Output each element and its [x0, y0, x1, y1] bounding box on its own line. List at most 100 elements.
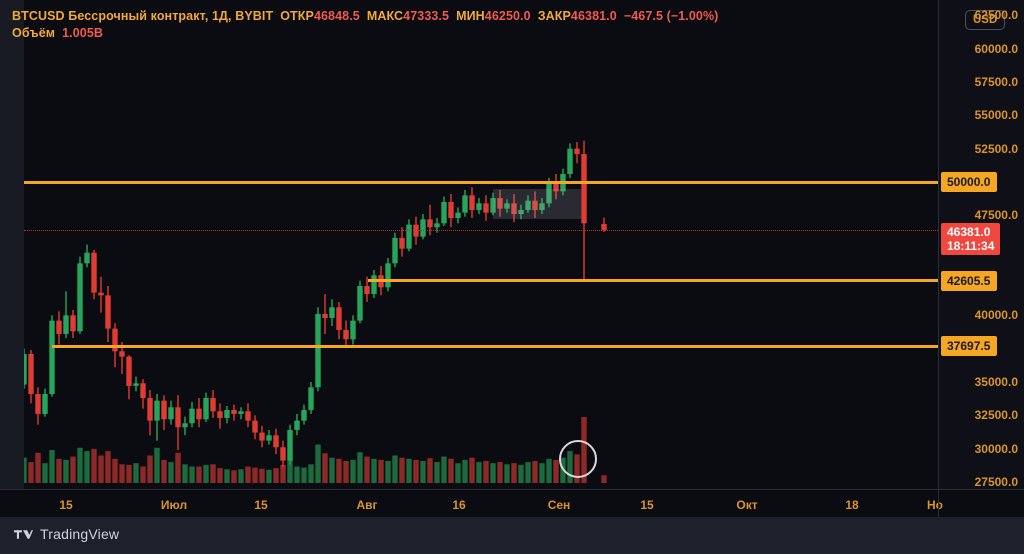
candle-body: [434, 223, 440, 228]
rectangle-annotation[interactable]: [493, 189, 581, 219]
volume-bar: [175, 452, 181, 483]
volume-bar: [140, 466, 146, 483]
volume-bar: [133, 463, 139, 483]
volume-bar: [189, 466, 195, 483]
volume-bar: [119, 464, 125, 483]
price-tick-label: 57500.0: [974, 75, 1018, 90]
volume-bar: [406, 458, 412, 483]
volume-bar: [441, 456, 447, 483]
candle-body: [245, 411, 251, 421]
candle-body: [532, 200, 538, 210]
candle-body: [70, 315, 76, 332]
candle-body: [77, 263, 83, 332]
volume-bar: [553, 459, 559, 483]
volume-bar: [91, 448, 97, 483]
price-level-line[interactable]: [24, 180, 938, 184]
volume-bar: [273, 468, 279, 483]
volume-bar: [238, 469, 244, 483]
volume-bar: [469, 457, 475, 483]
volume-bar: [322, 453, 328, 483]
volume-bar: [448, 458, 454, 483]
candle-body: [546, 183, 552, 204]
volume-bar: [378, 459, 384, 483]
candle-body: [364, 285, 370, 294]
countdown-timer: 18:11:34: [947, 239, 995, 254]
candle-body: [273, 435, 279, 448]
candle-body: [266, 435, 272, 441]
volume-bar: [84, 451, 90, 483]
candle-body: [329, 307, 335, 318]
price-level-line[interactable]: [52, 344, 938, 348]
volume-bar: [98, 455, 104, 483]
volume-bar: [182, 464, 188, 483]
volume-bar: [42, 463, 48, 483]
candle-body: [399, 237, 405, 249]
candle-body: [91, 252, 97, 293]
time-tick-label: 16: [452, 498, 466, 512]
volume-bar: [476, 462, 482, 483]
time-tick-label: 15: [254, 498, 268, 512]
candle-body: [203, 397, 209, 420]
candle-body: [385, 263, 391, 288]
candle-body: [126, 356, 132, 386]
volume-bar: [308, 464, 314, 483]
volume-bar: [399, 457, 405, 483]
currency-badge[interactable]: USD: [965, 10, 1006, 30]
time-tick-label: 15: [59, 498, 73, 512]
candle-body: [294, 420, 300, 430]
volume-bar: [490, 463, 496, 483]
candle-body: [476, 203, 482, 210]
candle-body: [63, 315, 69, 334]
candle-body: [497, 197, 503, 209]
price-level-tag[interactable]: 50000.0: [941, 172, 998, 192]
volume-bar: [266, 469, 272, 483]
volume-bar: [252, 467, 258, 483]
tradingview-wordmark: TradingView: [40, 526, 120, 542]
time-axis[interactable]: 15 Июл 15 Авг 16 Сен 15 Окт 18 Но: [0, 489, 1024, 518]
candle-body: [392, 237, 398, 264]
candle-body: [357, 285, 363, 321]
chart-pane[interactable]: [24, 0, 938, 489]
volume-bar: [532, 461, 538, 483]
price-tick-label: 60000.0: [974, 41, 1018, 56]
candle-body: [161, 400, 167, 420]
candle-body: [455, 212, 461, 218]
price-level-tag[interactable]: 37697.5: [941, 336, 998, 356]
volume-bar: [427, 458, 433, 483]
volume-bar: [483, 461, 489, 483]
candle-body: [518, 209, 524, 214]
candle-body: [24, 353, 27, 385]
ellipse-annotation[interactable]: [559, 440, 597, 478]
price-tick-label: 27500.0: [974, 474, 1018, 489]
price-axis[interactable]: USD 62500.0 60000.0 57500.0 55000.0 52500.0 4…: [938, 0, 1024, 489]
volume-bar: [245, 466, 251, 483]
candle-body: [343, 329, 349, 340]
price-tick-label: 32500.0: [974, 408, 1018, 423]
candle-body: [147, 397, 153, 421]
candle-body: [175, 407, 181, 428]
volume-bar: [259, 468, 265, 483]
volume-bar: [357, 452, 363, 483]
price-level-tag[interactable]: 42605.5: [941, 270, 998, 291]
volume-bar: [497, 462, 503, 483]
volume-bar: [280, 464, 286, 483]
candle-body: [504, 203, 510, 209]
price-level-line[interactable]: [368, 279, 938, 283]
price-tick-label: 55000.0: [974, 108, 1018, 123]
candle-body: [490, 197, 496, 213]
volume-bar: [56, 458, 62, 483]
volume-bar: [350, 459, 356, 483]
candle-body: [315, 313, 321, 388]
tradingview-logo[interactable]: TradingView: [14, 526, 119, 542]
volume-bar: [154, 447, 160, 483]
volume-bar: [203, 464, 209, 483]
volume-bar: [210, 464, 216, 483]
candle-body: [574, 148, 580, 155]
current-price-tag[interactable]: 46381.0 18:11:34: [941, 223, 1001, 256]
current-price-value: 46381.0: [947, 225, 991, 240]
volume-bar: [24, 457, 27, 483]
volume-bar: [329, 457, 335, 483]
candle-body: [35, 393, 41, 414]
candlestick-canvas: [24, 140, 607, 483]
volume-bar: [420, 461, 426, 483]
